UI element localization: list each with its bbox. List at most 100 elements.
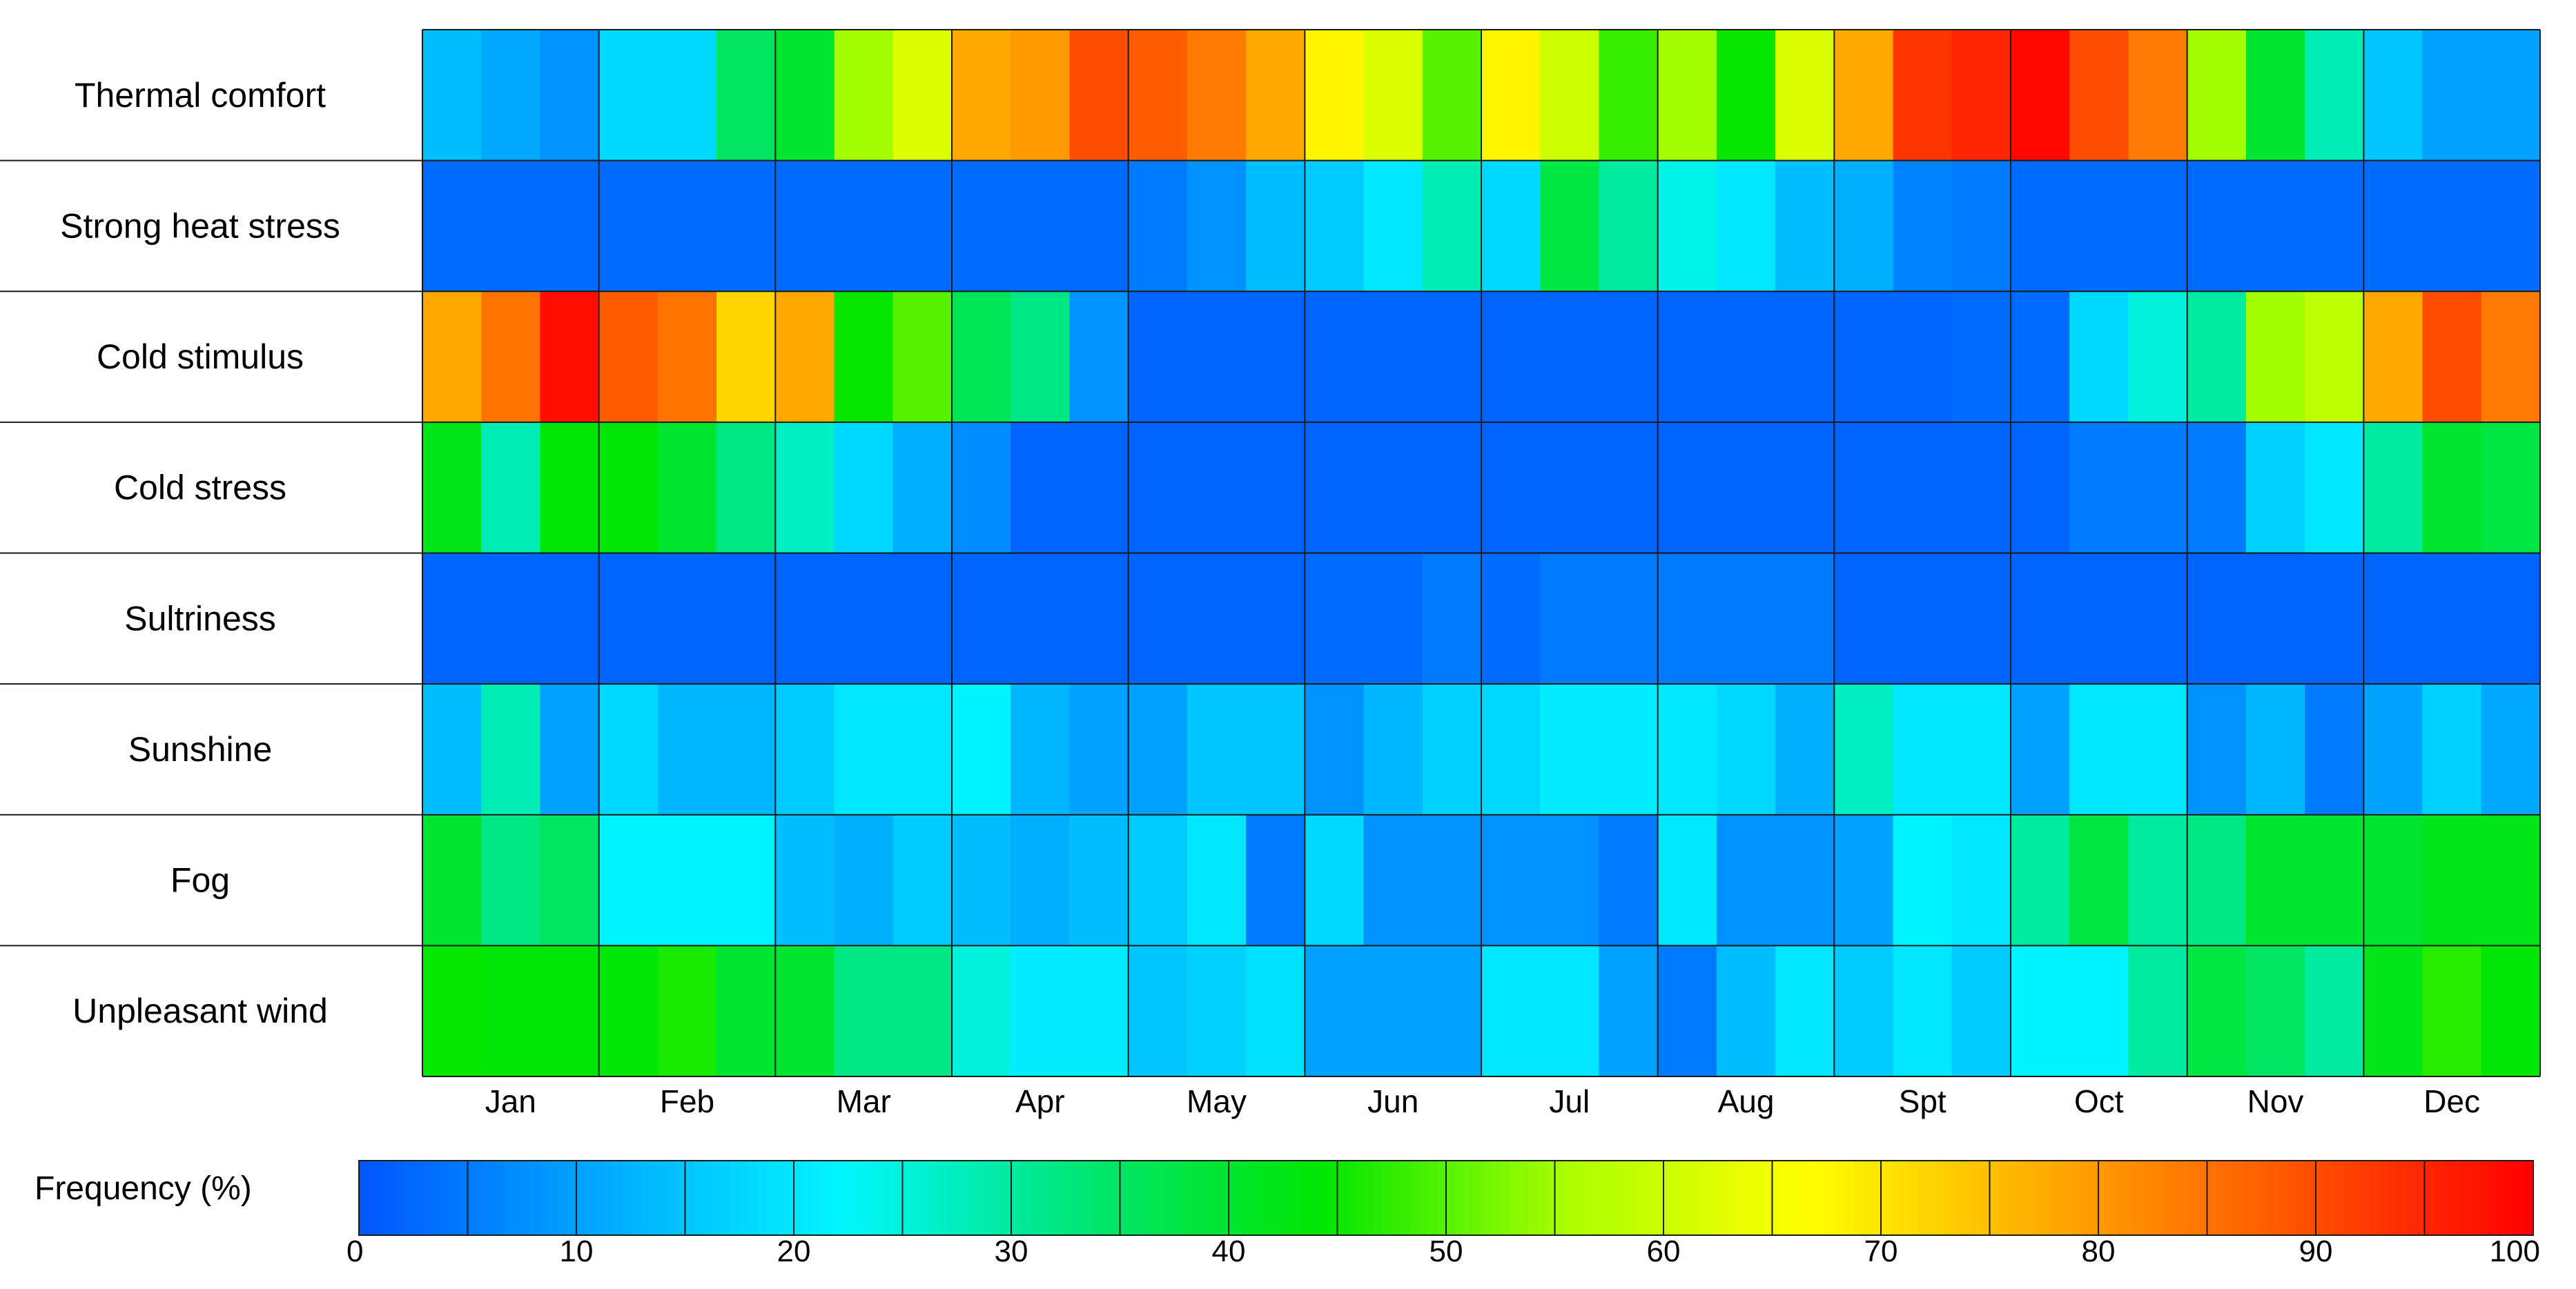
colorbar-swatch [2207,1161,2217,1235]
heatmap-cell [2187,160,2247,292]
colorbar-swatch [1056,1161,1066,1235]
colorbar-swatch [522,1161,531,1235]
colorbar-swatch [1229,1161,1238,1235]
colorbar-swatch [2062,1161,2072,1235]
heatmap-cell [1893,291,1953,423]
colorbar-swatch [1654,1161,1664,1235]
heatmap-cell [892,291,953,423]
heatmap-cell [2481,945,2541,1077]
colorbar-swatch [2053,1161,2063,1235]
colorbar-swatch [1581,1161,1592,1235]
heatmap-cell [2128,945,2188,1077]
colorbar-swatch [476,1161,487,1235]
heatmap-cell [422,553,482,685]
colorbar-swatch [1355,1161,1365,1235]
heatmap-cell [1187,422,1247,554]
heatmap-cell [1775,945,1835,1077]
colorbar-swatch [377,1161,387,1235]
heatmap-cell [1834,422,1894,554]
colorbar-swatch [1609,1161,1619,1235]
heatmap-cell [1893,945,1953,1077]
month-label: Dec [2423,1083,2480,1119]
heatmap-cell [422,291,482,423]
colorbar-swatch [1754,1161,1764,1235]
heatmap-cell [657,684,717,816]
heatmap-cell [1775,553,1835,685]
colorbar-swatch [1482,1161,1492,1235]
heatmap-cell [540,814,600,946]
colorbar-swatch [1799,1161,1809,1235]
heatmap-cell [1422,945,1482,1077]
heatmap-cell [2011,684,2070,816]
heatmap-cell [2481,684,2541,816]
colorbar-swatch [1781,1161,1791,1235]
heatmap-cell [2069,291,2129,423]
colorbar-swatch [1282,1161,1293,1235]
heatmap-cell [1363,684,1423,816]
colorbar-swatch [1011,1161,1021,1235]
heatmap-cell [2305,160,2364,292]
colorbar-swatch [2125,1161,2136,1235]
heatmap-cell [1540,30,1600,161]
heatmap-cell [716,814,776,946]
colorbar-swatch [2007,1161,2018,1235]
heatmap-cell [892,30,953,161]
colorbar-swatch [2524,1161,2534,1235]
colorbar-swatch [1862,1161,1873,1235]
colorbar-gradient [358,1160,2534,1236]
heatmap-cell [1657,160,1717,292]
heatmap-cell [1716,291,1776,423]
colorbar-swatch [1446,1161,1456,1235]
colorbar-swatch [1899,1161,1909,1235]
heatmap-cell [952,684,1011,816]
heatmap-cell [422,160,482,292]
colorbar-swatch [875,1161,885,1235]
heatmap-cell [1069,30,1129,161]
heatmap-cell [1305,30,1365,161]
colorbar-swatch [2171,1161,2180,1235]
heatmap-cell [1305,684,1365,816]
heatmap-cell [2069,160,2129,292]
heatmap-cell [1128,160,1188,292]
heatmap-cell [1951,684,2011,816]
heatmap-cell [2422,684,2482,816]
heatmap-cell [1540,422,1600,554]
colorbar-swatch [2225,1161,2235,1235]
heatmap-cell [2481,30,2541,161]
colorbar-tick-label: 10 [560,1234,594,1268]
month-label: May [1187,1083,1247,1119]
heatmap-cell [1011,30,1071,161]
heatmap-cell [481,684,541,816]
heatmap-cell [1128,814,1188,946]
colorbar-swatch [920,1161,930,1235]
colorbar-swatch [2016,1161,2027,1235]
colorbar-swatch [2026,1161,2036,1235]
month-label: Spt [1899,1083,1946,1119]
colorbar-swatch [1519,1161,1528,1235]
heatmap-cell [1246,160,1305,292]
heatmap-cell [1657,291,1717,423]
heatmap-cell [1834,553,1894,685]
heatmap-cell [1246,684,1305,816]
colorbar-swatch [712,1161,722,1235]
colorbar-swatch [1129,1161,1139,1235]
heatmap-cell [2128,160,2188,292]
colorbar-swatch [1772,1161,1782,1235]
heatmap-cell [1599,291,1659,423]
heatmap-cell [2363,30,2423,161]
colorbar-swatch [1618,1161,1628,1235]
heatmap-cell [952,160,1011,292]
heatmap-cell [1069,553,1129,685]
heatmap-cell [2305,684,2364,816]
heatmap-cell [2481,291,2541,423]
colorbar-swatch [803,1161,812,1235]
colorbar-swatch [1473,1161,1483,1235]
heatmap-cell [2187,814,2247,946]
colorbar-swatch [2035,1161,2045,1235]
colorbar-swatch [902,1161,913,1235]
heatmap-cell [1716,30,1776,161]
month-labels: Jan Feb Mar Apr May Jun Jul Aug Spt Oct Nov Dec [485,1083,2480,1119]
colorbar-swatch [2252,1161,2262,1235]
heatmap-cell [2187,553,2247,685]
heatmap-cell [1657,422,1717,554]
